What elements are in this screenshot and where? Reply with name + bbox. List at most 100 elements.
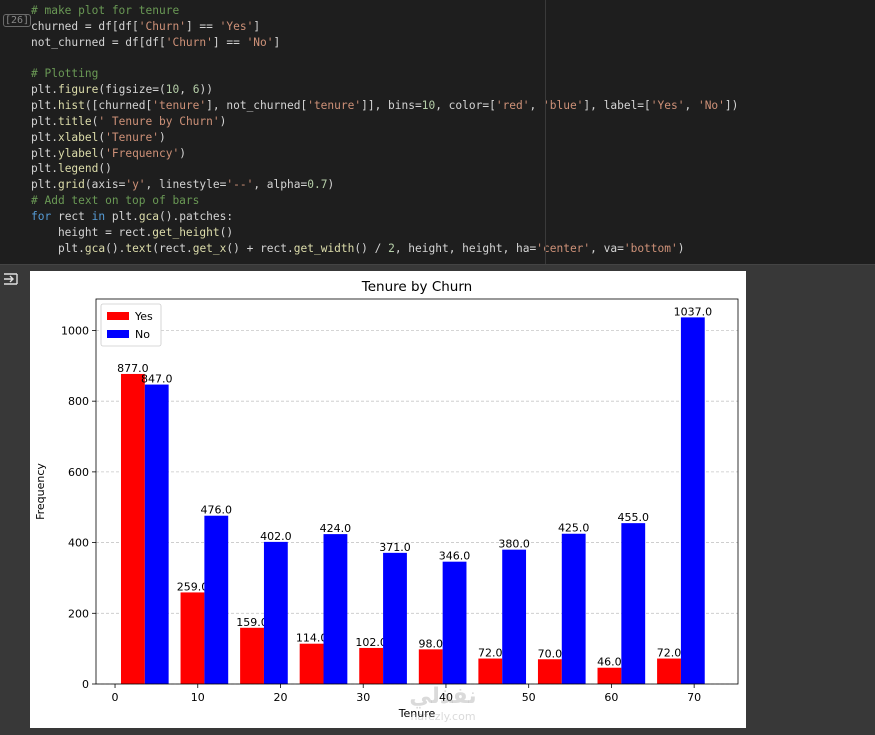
code-line: # make plot for tenure xyxy=(31,3,546,19)
code-token: rect xyxy=(51,209,92,223)
bar-value-label: 259.0 xyxy=(177,580,209,593)
chart: 0 200 400 600 800 1000 0 10 20 30 40 50 60 70 877.0 259… xyxy=(34,279,739,720)
code-editor[interactable]: # make plot for tenure churned = df[df['C… xyxy=(31,3,738,261)
bar-value-label: 1037.0 xyxy=(674,305,713,318)
code-token: ( xyxy=(91,114,99,128)
code-token: 'center' xyxy=(536,241,591,255)
code-token: ( xyxy=(98,146,106,160)
code-token: plt. xyxy=(31,114,58,128)
bar-yes xyxy=(180,592,205,684)
bar-value-label: 46.0 xyxy=(597,656,622,669)
bar-value-label: 877.0 xyxy=(117,362,149,375)
y-axis-label: Frequency xyxy=(34,463,47,520)
code-token: , xyxy=(179,83,193,97)
bar-yes xyxy=(359,647,384,684)
code-token: plt. xyxy=(31,241,85,255)
plot-frame xyxy=(95,298,739,685)
bar-value-label: 114.0 xyxy=(296,632,328,645)
code-token: 'Churn' xyxy=(138,19,186,33)
y-tick-label: 0 xyxy=(82,678,89,691)
code-token: 'red' xyxy=(495,99,530,113)
code-token: get_height xyxy=(152,225,220,239)
y-tick-label: 1000 xyxy=(61,324,89,337)
y-tick-label: 600 xyxy=(68,466,89,479)
code-line: for rect in plt.gca().patches: xyxy=(31,209,546,225)
code-token: 'bottom' xyxy=(623,241,678,255)
code-token: ], not_churned[ xyxy=(206,99,308,113)
code-line: not_churned = df[df['Churn'] == 'No'] xyxy=(31,35,546,51)
code-token: plt. xyxy=(105,209,139,223)
bar-no xyxy=(680,317,705,684)
code-line: plt.hist([churned['tenure'], not_churned… xyxy=(31,98,738,114)
code-token: (rect. xyxy=(152,241,193,255)
code-token: height = rect. xyxy=(31,225,153,239)
code-token: legend xyxy=(57,162,99,176)
code-token: ().patches: xyxy=(159,209,234,223)
code-line: churned = df[df['Churn'] == 'Yes'] xyxy=(31,19,546,35)
code-token: plt. xyxy=(31,83,58,97)
cell-gutter: [26] xyxy=(0,0,32,264)
code-line xyxy=(31,51,546,67)
code-token: xlabel xyxy=(57,130,99,144)
code-line: plt.grid(axis='y', linestyle='--', alpha… xyxy=(31,177,546,193)
code-cell[interactable]: [26] # make plot for tenure churned = df[… xyxy=(0,0,875,265)
execution-count: [26] xyxy=(3,14,32,27)
code-token: ) xyxy=(179,146,186,160)
bar-value-label: 371.0 xyxy=(379,541,411,554)
code-token: , color=[ xyxy=(435,99,496,113)
code-token: figure xyxy=(57,83,99,97)
code-token: # Plotting xyxy=(31,67,99,81)
bar-value-label: 402.0 xyxy=(260,530,292,543)
code-token: )) xyxy=(199,83,213,97)
code-token: ([churned[ xyxy=(84,99,153,113)
code-token: 'tenure' xyxy=(152,99,207,113)
x-tick-label: 20 xyxy=(273,691,287,704)
code-token: grid xyxy=(57,178,85,192)
code-token: () xyxy=(219,225,234,239)
output-toggle-icon[interactable] xyxy=(2,271,20,291)
y-tick-label: 200 xyxy=(68,607,89,620)
code-token: 'Frequency' xyxy=(105,146,180,160)
code-token: ], label=[ xyxy=(583,99,651,113)
bar-yes xyxy=(120,373,145,684)
code-token: ] == xyxy=(185,19,220,33)
code-token: for xyxy=(31,209,52,223)
code-token: hist xyxy=(57,99,85,113)
bar-no xyxy=(383,552,407,684)
legend-label: Yes xyxy=(134,310,153,323)
code-token: ] == xyxy=(212,35,247,49)
bar-value-label: 425.0 xyxy=(558,522,590,535)
legend-label: No xyxy=(135,328,150,341)
code-token: text xyxy=(125,241,153,255)
code-token: , height, height, ha= xyxy=(394,241,537,255)
bar-yes xyxy=(299,643,324,684)
bar-yes xyxy=(657,658,681,684)
x-tick-label: 40 xyxy=(439,691,453,704)
code-token: ]], bins= xyxy=(361,99,422,113)
code-token: gca xyxy=(138,209,160,223)
code-token: 0.7 xyxy=(307,178,328,192)
bar-value-label: 476.0 xyxy=(201,504,233,517)
code-token: ' Tenure by Churn' xyxy=(98,114,220,128)
code-token: plt. xyxy=(31,162,58,176)
x-tick-label: 0 xyxy=(112,691,119,704)
code-token: churned = df[df[ xyxy=(31,19,139,33)
code-line: plt.legend() xyxy=(31,161,546,177)
code-token: 'tenure' xyxy=(307,99,362,113)
code-token: get_x xyxy=(192,241,227,255)
code-token: 10 xyxy=(421,99,436,113)
code-token: 'Yes' xyxy=(650,99,685,113)
output-gutter xyxy=(0,265,26,735)
y-tick-label: 400 xyxy=(68,537,89,550)
code-token: ) xyxy=(327,178,335,192)
bar-value-label: 70.0 xyxy=(538,647,563,660)
code-token: in xyxy=(91,209,106,223)
code-token: 'Churn' xyxy=(165,35,213,49)
code-token: # Add text on top of bars xyxy=(31,194,200,208)
x-tick-label: 70 xyxy=(687,691,701,704)
code-token: 'No' xyxy=(697,99,725,113)
y-tick-label: 800 xyxy=(68,395,89,408)
bar-value-label: 455.0 xyxy=(618,511,650,524)
code-token: ] xyxy=(273,35,281,49)
bar-value-label: 102.0 xyxy=(355,636,387,649)
